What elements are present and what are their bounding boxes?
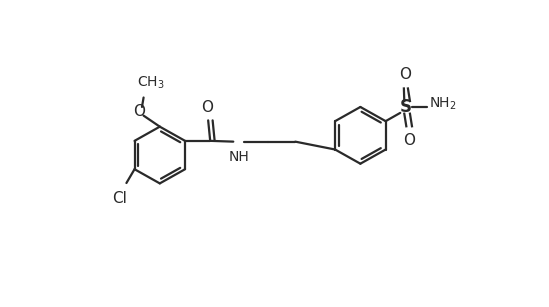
Text: CH$_3$: CH$_3$ <box>137 74 165 91</box>
Text: O: O <box>404 133 416 148</box>
Text: S: S <box>400 98 412 116</box>
Text: O: O <box>201 100 214 115</box>
Text: NH: NH <box>228 150 249 164</box>
Text: O: O <box>133 104 145 119</box>
Text: Cl: Cl <box>112 191 127 206</box>
Text: O: O <box>400 67 412 82</box>
Text: NH$_2$: NH$_2$ <box>429 96 457 112</box>
